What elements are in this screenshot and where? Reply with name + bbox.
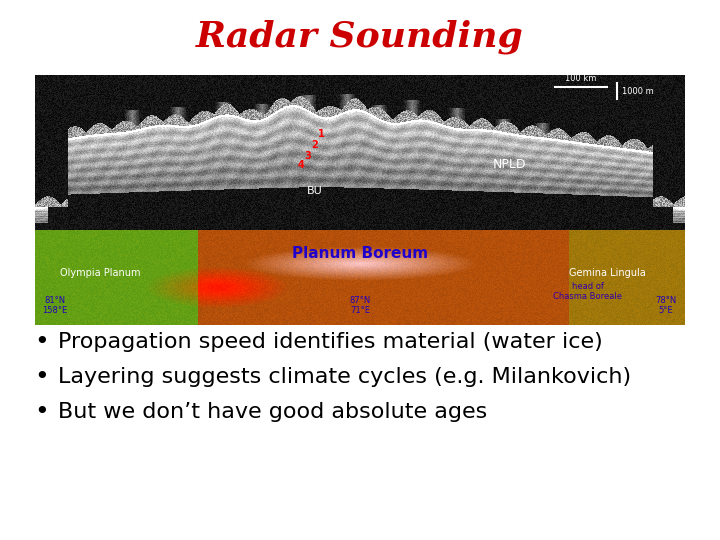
Text: Propagation speed identifies material (water ice): Propagation speed identifies material (w…: [58, 332, 603, 352]
Text: 1: 1: [318, 129, 325, 139]
Text: head of
Chasma Boreale: head of Chasma Boreale: [553, 282, 622, 301]
Text: 81°N
158°E: 81°N 158°E: [42, 295, 67, 315]
Text: 3: 3: [305, 151, 311, 160]
Text: NPLD: NPLD: [492, 158, 526, 171]
Text: Olympia Planum: Olympia Planum: [60, 268, 140, 278]
Text: •: •: [35, 330, 50, 354]
Text: BU: BU: [307, 186, 323, 196]
Text: 100 km: 100 km: [565, 74, 597, 83]
Text: Gemina Lingula: Gemina Lingula: [569, 268, 645, 278]
Text: Planum Boreum: Planum Boreum: [292, 246, 428, 261]
Text: But we don’t have good absolute ages: But we don’t have good absolute ages: [58, 402, 487, 422]
Text: 1000 m: 1000 m: [622, 86, 654, 96]
Text: 87°N
71°E: 87°N 71°E: [349, 295, 371, 315]
Text: Layering suggests climate cycles (e.g. Milankovich): Layering suggests climate cycles (e.g. M…: [58, 367, 631, 387]
Text: 2: 2: [311, 140, 318, 150]
Text: •: •: [35, 365, 50, 389]
Text: 4: 4: [298, 160, 305, 170]
Text: Radar Sounding: Radar Sounding: [196, 20, 524, 55]
Text: •: •: [35, 400, 50, 424]
Text: 78°N
5°E: 78°N 5°E: [655, 295, 676, 315]
